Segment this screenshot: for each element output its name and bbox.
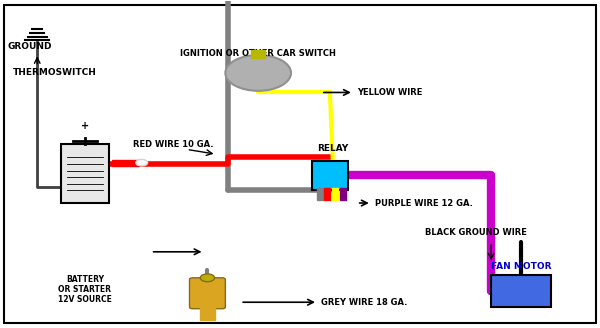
Bar (251, 50, 265, 58)
Bar (61, 145, 109, 203)
Text: RELAY: RELAY (317, 145, 349, 154)
Bar (200, 307, 215, 320)
Bar (112, 160, 139, 166)
Bar (325, 188, 331, 200)
Bar (491, 275, 551, 307)
Text: RED WIRE 10 GA.: RED WIRE 10 GA. (133, 140, 213, 149)
Text: BLACK GROUND WIRE: BLACK GROUND WIRE (425, 228, 527, 237)
Text: YELLOW WIRE: YELLOW WIRE (357, 88, 422, 97)
Circle shape (136, 159, 148, 166)
Text: BATTERY
OR STARTER
12V SOURCE: BATTERY OR STARTER 12V SOURCE (58, 275, 112, 304)
Bar (317, 188, 323, 200)
Text: THERMOSWITCH: THERMOSWITCH (13, 69, 97, 77)
Text: PURPLE WIRE 12 GA.: PURPLE WIRE 12 GA. (374, 198, 473, 208)
Bar (332, 188, 338, 200)
Text: IGNITION OR OTHER CAR SWITCH: IGNITION OR OTHER CAR SWITCH (180, 49, 336, 58)
Bar (340, 188, 346, 200)
Text: FAN MOTOR: FAN MOTOR (491, 262, 551, 271)
Circle shape (200, 274, 215, 282)
Text: GROUND: GROUND (7, 42, 52, 51)
Bar (312, 161, 348, 190)
Text: GREY WIRE 18 GA.: GREY WIRE 18 GA. (321, 298, 407, 307)
FancyBboxPatch shape (190, 278, 226, 309)
Circle shape (226, 55, 291, 91)
Text: +: + (81, 121, 89, 132)
